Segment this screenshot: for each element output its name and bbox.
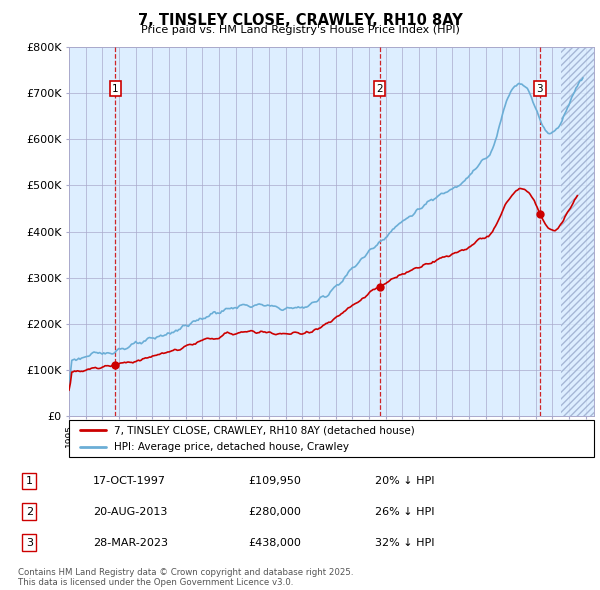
Text: 2: 2 [26, 507, 33, 517]
Text: 20% ↓ HPI: 20% ↓ HPI [375, 476, 434, 486]
Text: £109,950: £109,950 [248, 476, 301, 486]
Text: 32% ↓ HPI: 32% ↓ HPI [375, 538, 434, 548]
Text: 1: 1 [26, 476, 33, 486]
Text: HPI: Average price, detached house, Crawley: HPI: Average price, detached house, Craw… [113, 442, 349, 452]
Text: £280,000: £280,000 [248, 507, 301, 517]
Text: 1: 1 [112, 84, 119, 94]
Text: 7, TINSLEY CLOSE, CRAWLEY, RH10 8AY (detached house): 7, TINSLEY CLOSE, CRAWLEY, RH10 8AY (det… [113, 425, 415, 435]
Text: 7, TINSLEY CLOSE, CRAWLEY, RH10 8AY: 7, TINSLEY CLOSE, CRAWLEY, RH10 8AY [137, 13, 463, 28]
Text: 26% ↓ HPI: 26% ↓ HPI [375, 507, 434, 517]
Text: Price paid vs. HM Land Registry's House Price Index (HPI): Price paid vs. HM Land Registry's House … [140, 25, 460, 35]
Text: 3: 3 [26, 538, 33, 548]
Text: 3: 3 [536, 84, 543, 94]
Text: 28-MAR-2023: 28-MAR-2023 [92, 538, 167, 548]
Text: £438,000: £438,000 [248, 538, 301, 548]
Text: Contains HM Land Registry data © Crown copyright and database right 2025.
This d: Contains HM Land Registry data © Crown c… [18, 568, 353, 587]
Text: 2: 2 [376, 84, 383, 94]
Text: 20-AUG-2013: 20-AUG-2013 [92, 507, 167, 517]
Text: 17-OCT-1997: 17-OCT-1997 [92, 476, 166, 486]
FancyBboxPatch shape [69, 420, 594, 457]
